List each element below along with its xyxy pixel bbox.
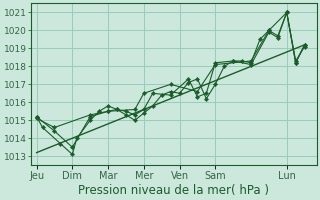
X-axis label: Pression niveau de la mer( hPa ): Pression niveau de la mer( hPa ) xyxy=(78,184,269,197)
